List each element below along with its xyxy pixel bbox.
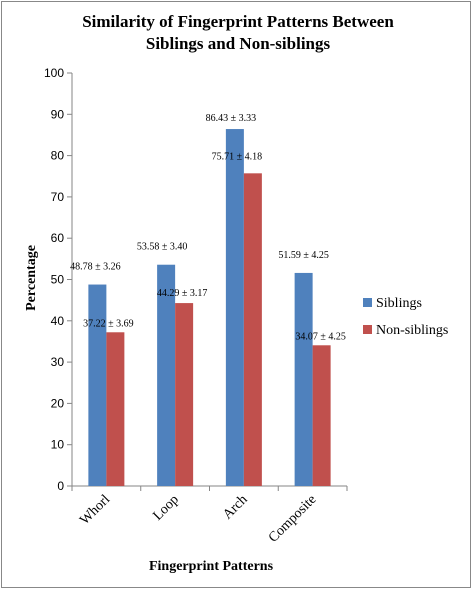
x-tick-label: Whorl xyxy=(77,492,113,528)
bar-siblings-loop xyxy=(157,264,176,486)
data-label: 37.22 ± 3.69 xyxy=(83,318,134,329)
plot-area: 0 10 20 30 40 50 60 70 80 90 100 48.78 ± 3.26 37.22 … xyxy=(44,66,348,546)
x-tick-label: Composite xyxy=(266,492,320,546)
y-tick-label: 90 xyxy=(51,107,65,121)
data-label: 53.58 ± 3.40 xyxy=(137,242,188,253)
y-tick-label: 30 xyxy=(51,355,65,369)
bar-non-siblings-arch xyxy=(243,173,262,487)
bar-non-siblings-composite xyxy=(312,345,331,486)
data-label: 86.43 ± 3.33 xyxy=(206,113,257,124)
data-label: 44.29 ± 3.17 xyxy=(157,288,208,299)
x-tick-label: Loop xyxy=(150,492,182,524)
x-tick-label: Arch xyxy=(220,492,250,522)
legend-swatch xyxy=(363,325,372,334)
data-label: 51.59 ± 4.25 xyxy=(278,250,329,261)
data-label: 75.71 ± 4.18 xyxy=(212,151,263,162)
data-label: 34.07 ± 4.25 xyxy=(295,331,346,342)
legend-label: Siblings xyxy=(376,296,422,311)
chart-title-line-1: Similarity of Fingerprint Patterns Betwe… xyxy=(82,12,394,31)
y-tick-label: 60 xyxy=(51,231,65,245)
y-tick-label: 20 xyxy=(51,396,65,410)
bar-siblings-arch xyxy=(225,129,244,486)
y-tick-label: 40 xyxy=(51,314,65,328)
bar-non-siblings-whorl xyxy=(106,332,125,486)
y-tick-label: 50 xyxy=(51,273,65,287)
legend: Siblings Non-siblings xyxy=(363,296,448,338)
legend-label: Non-siblings xyxy=(376,323,448,338)
y-tick-label: 0 xyxy=(57,479,64,493)
data-label: 48.78 ± 3.26 xyxy=(70,262,121,273)
bar-non-siblings-loop xyxy=(175,303,194,486)
chart-title-line-2: Siblings and Non-siblings xyxy=(146,34,331,53)
y-tick-label: 80 xyxy=(51,149,65,163)
y-tick-label: 100 xyxy=(44,66,64,80)
y-tick-label: 70 xyxy=(51,190,65,204)
y-axis-title: Percentage xyxy=(24,245,39,311)
x-axis-title: Fingerprint Patterns xyxy=(149,559,274,574)
bar-siblings-composite xyxy=(294,272,313,486)
bar-siblings-whorl xyxy=(88,284,107,486)
y-tick-label: 10 xyxy=(51,438,65,452)
legend-swatch xyxy=(363,298,372,307)
